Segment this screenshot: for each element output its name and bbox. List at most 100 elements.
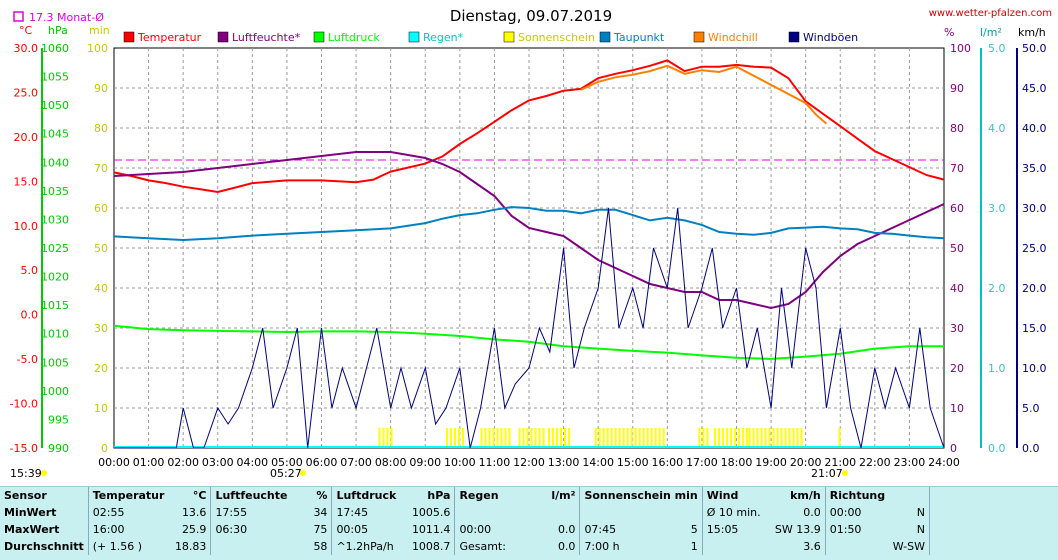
stats-filler <box>930 538 1058 555</box>
sunset-label: 21:07 <box>811 467 843 480</box>
cell-wind-time: 15:05 <box>702 521 771 538</box>
x-tick: 00:00 <box>98 456 130 469</box>
weather-chart: 30.025.020.015.010.05.00.0-5.0-10.0-15.0… <box>0 0 1058 486</box>
rain-axis-tick: 3.0 <box>988 202 1006 215</box>
sunshine-bar <box>564 428 566 448</box>
cell-sun-time: 7:00 h <box>580 538 670 555</box>
hdr-press: Luftdruck <box>332 487 407 504</box>
sunshine-bar <box>615 428 617 448</box>
cell-hum-time: 06:30 <box>211 521 300 538</box>
sunshine-bar <box>734 428 736 448</box>
humidity-axis-tick: 80 <box>950 122 964 135</box>
sunshine-bar <box>801 428 803 448</box>
cell-rain-value: 0.0 <box>533 538 580 555</box>
sunshine-unit: min <box>89 24 110 37</box>
sunshine-axis-tick: 40 <box>94 282 108 295</box>
hdr-sun: Sonnenschein min <box>580 487 702 504</box>
stats-table: Sensor Temperatur °C Luftfeuchte % Luftd… <box>0 487 1058 555</box>
sunshine-bar <box>738 428 740 448</box>
sunshine-bar <box>761 428 763 448</box>
x-tick: 01:00 <box>133 456 165 469</box>
pressure-axis-tick: 1035 <box>41 185 69 198</box>
pressure-axis-tick: 1005 <box>41 356 69 369</box>
cell-press-time: ^1.2hPa/h <box>332 538 407 555</box>
temp-unit: °C <box>19 24 33 37</box>
cell-press-value: 1005.6 <box>406 504 455 521</box>
wind-axis-tick: 25.0 <box>1022 242 1047 255</box>
cell-sun-value: 1 <box>670 538 702 555</box>
pressure-axis-tick: 1020 <box>41 271 69 284</box>
source-link[interactable]: www.wetter-pfalzen.com <box>929 8 1052 19</box>
sunshine-bar <box>599 428 601 448</box>
legend-label: Luftdruck <box>328 31 380 44</box>
sunshine-bar <box>839 428 841 448</box>
pressure-axis-tick: 1030 <box>41 213 69 226</box>
sunshine-bar <box>619 428 621 448</box>
sunshine-bar <box>611 428 613 448</box>
cell-rain-value: 0.0 <box>533 521 580 538</box>
sunshine-axis-tick: 30 <box>94 322 108 335</box>
x-tick: 12:00 <box>513 456 545 469</box>
x-tick: 07:00 <box>340 456 372 469</box>
legend-swatch <box>694 32 704 42</box>
sunshine-bar <box>722 428 724 448</box>
hdr-wind-unit: km/h <box>771 487 826 504</box>
sunshine-bar <box>785 428 787 448</box>
cell-temp-time: 16:00 <box>88 521 168 538</box>
cell-temp-value: 25.9 <box>168 521 211 538</box>
cell-dir-value: N <box>877 504 930 521</box>
cell-press-time: 00:05 <box>332 521 407 538</box>
cell-dir-time: 00:00 <box>825 504 877 521</box>
sunshine-bar <box>659 428 661 448</box>
sunshine-bar <box>595 428 597 448</box>
sunshine-axis-tick: 100 <box>87 42 108 55</box>
pressure-axis-tick: 1010 <box>41 328 69 341</box>
rain-unit: l/m² <box>980 26 1002 39</box>
sunshine-bar <box>655 428 657 448</box>
sunshine-bar <box>505 428 507 448</box>
sunshine-bar <box>718 428 720 448</box>
sunshine-bar <box>726 428 728 448</box>
legend-label: Luftfeuchte* <box>232 31 301 44</box>
sun-icon <box>41 470 47 476</box>
sunrise-icon <box>300 470 306 476</box>
sunshine-bar <box>746 428 748 448</box>
cell-hum-time: 17:55 <box>211 504 300 521</box>
rain-axis-tick: 0.0 <box>988 442 1006 455</box>
x-tick: 23:00 <box>894 456 926 469</box>
cell-sun-value <box>670 504 702 521</box>
hdr-press-unit: hPa <box>406 487 455 504</box>
sunshine-bar <box>631 428 633 448</box>
cell-wind-time <box>702 538 771 555</box>
x-tick: 14:00 <box>582 456 614 469</box>
hdr-dir: Richtung <box>825 487 929 504</box>
sunshine-axis-tick: 10 <box>94 402 108 415</box>
sunshine-bar <box>548 428 550 448</box>
cell-rain-time <box>455 504 534 521</box>
sunshine-bar <box>698 428 700 448</box>
stats-row-avg: Durchschnitt (+ 1.56 ) 18.83 58 ^1.2hPa/… <box>0 538 1058 555</box>
cell-temp-time: 02:55 <box>88 504 168 521</box>
humidity-axis-tick: 50 <box>950 242 964 255</box>
sunshine-bar <box>793 428 795 448</box>
sunset-icon <box>842 470 848 476</box>
sunshine-bar <box>560 428 562 448</box>
cell-wind-value: SW 13.9 <box>771 521 826 538</box>
legend-swatch <box>314 32 324 42</box>
hdr-hum-unit: % <box>299 487 332 504</box>
wind-axis-tick: 15.0 <box>1022 322 1047 335</box>
legend-label: Sonnenschein <box>518 31 595 44</box>
cell-rain-value <box>533 504 580 521</box>
sunshine-bar <box>773 428 775 448</box>
cell-sun-value: 5 <box>670 521 702 538</box>
sunshine-bar <box>531 428 533 448</box>
sunshine-bar <box>706 428 708 448</box>
sunshine-bar <box>789 428 791 448</box>
wind-axis-tick: 45.0 <box>1022 82 1047 95</box>
sunshine-bar <box>391 428 393 448</box>
sunshine-bar <box>543 428 545 448</box>
sunrise-label: 05:27 <box>270 467 302 480</box>
sunshine-bar <box>519 428 521 448</box>
cell-temp-value: 18.83 <box>168 538 211 555</box>
x-tick: 04:00 <box>236 456 268 469</box>
